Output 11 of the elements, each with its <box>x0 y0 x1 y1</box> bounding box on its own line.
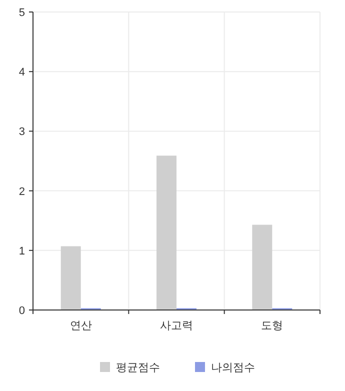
x-tick-label: 연산 <box>70 320 92 332</box>
y-tick-label: 5 <box>18 7 25 19</box>
x-tick-label: 사고력 <box>160 320 193 332</box>
legend-label: 평균점수 <box>116 362 160 374</box>
y-tick-label: 3 <box>18 126 25 138</box>
y-tick-label: 2 <box>18 186 25 198</box>
y-tick-label: 1 <box>18 245 25 258</box>
y-tick-label: 0 <box>18 305 25 317</box>
y-tick-label: 4 <box>18 66 25 79</box>
legend-label: 나의점수 <box>211 362 255 374</box>
x-tick-label: 도형 <box>261 320 284 332</box>
